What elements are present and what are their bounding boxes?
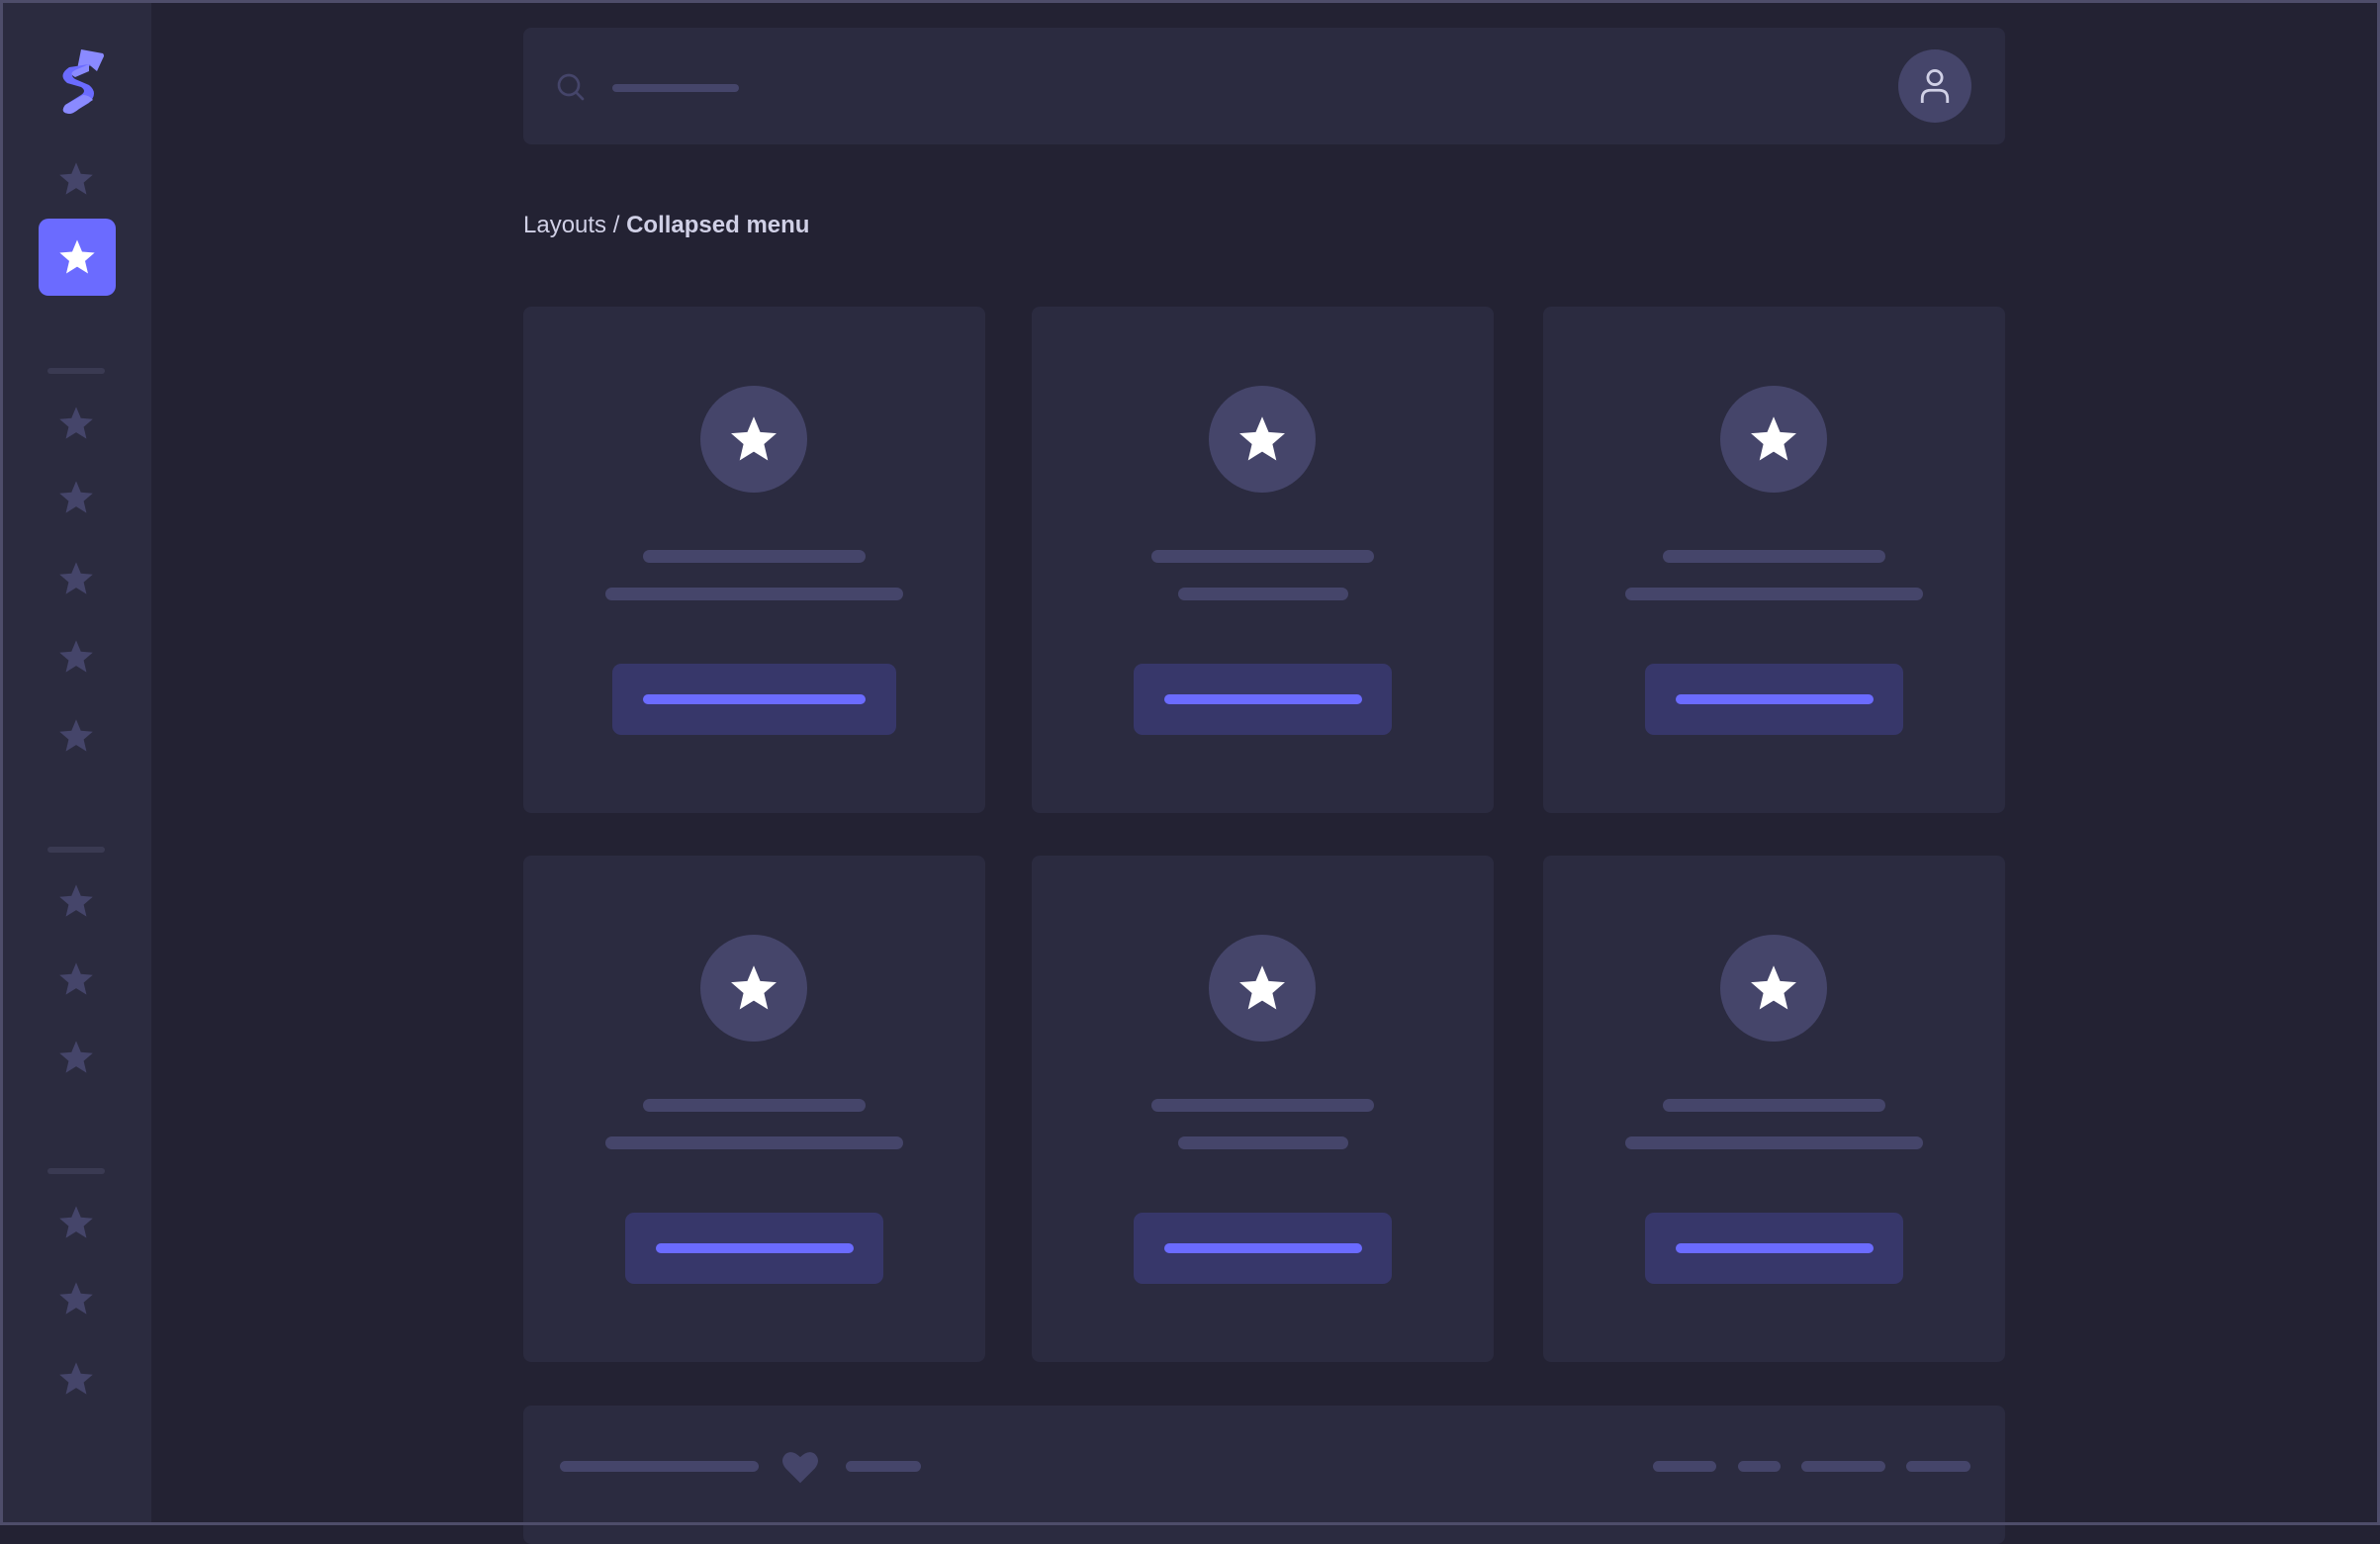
- card-title-placeholder: [1151, 1099, 1374, 1112]
- card-title-placeholder: [1663, 550, 1885, 563]
- sidebar-divider: [47, 1168, 105, 1174]
- sidebar-item-star-icon[interactable]: [57, 479, 95, 516]
- feature-card: [1032, 307, 1494, 813]
- star-icon: [1751, 965, 1796, 1010]
- sidebar-item-star-icon[interactable]: [57, 717, 95, 755]
- sidebar-divider: [47, 847, 105, 853]
- card-title-placeholder: [643, 550, 866, 563]
- search-input[interactable]: [612, 84, 739, 92]
- sidebar-item-star-icon[interactable]: [57, 1360, 95, 1398]
- card-action-button[interactable]: [1134, 1213, 1392, 1284]
- star-icon: [1751, 416, 1796, 461]
- feature-card: [1032, 856, 1494, 1362]
- card-text-placeholder: [1177, 588, 1348, 600]
- sidebar-item-star-icon[interactable]: [57, 1280, 95, 1317]
- feature-card: [1543, 307, 2005, 813]
- sidebar-divider: [47, 368, 105, 374]
- card-action-button[interactable]: [1645, 1213, 1903, 1284]
- sidebar-item-star-icon[interactable]: [57, 160, 95, 198]
- card-text-placeholder: [1177, 1136, 1348, 1149]
- card-text-placeholder: [1625, 588, 1923, 600]
- sidebar-item-star-icon[interactable]: [57, 638, 95, 676]
- search-icon[interactable]: [555, 71, 587, 103]
- sidebar-item-star-icon[interactable]: [57, 882, 95, 920]
- sidebar-item-star-icon[interactable]: [57, 960, 95, 998]
- card-text-placeholder: [1625, 1136, 1923, 1149]
- star-icon: [731, 416, 777, 461]
- card-action-button[interactable]: [1645, 664, 1903, 735]
- card-icon-badge: [1720, 386, 1827, 493]
- footer-link[interactable]: [1906, 1461, 1970, 1472]
- user-avatar-button[interactable]: [1898, 49, 1971, 123]
- brand-logo[interactable]: [53, 47, 107, 117]
- card-text-placeholder: [605, 588, 903, 600]
- heart-icon: [782, 1452, 818, 1484]
- button-label-placeholder: [1163, 694, 1362, 704]
- card-text-placeholder: [605, 1136, 903, 1149]
- sidebar-item-star-icon[interactable]: [57, 405, 95, 442]
- user-icon: [1920, 69, 1950, 103]
- breadcrumb-separator: /: [606, 212, 627, 238]
- feature-card: [1543, 856, 2005, 1362]
- button-label-placeholder: [1675, 1243, 1874, 1253]
- button-label-placeholder: [655, 1243, 854, 1253]
- feature-card: [523, 307, 985, 813]
- breadcrumb-parent-link[interactable]: Layouts: [523, 212, 607, 238]
- star-icon: [1239, 965, 1285, 1010]
- card-icon-badge: [1209, 386, 1316, 493]
- footer-bar: [523, 1406, 2005, 1544]
- footer-link[interactable]: [1801, 1461, 1885, 1472]
- card-icon-badge: [700, 386, 807, 493]
- footer-text-placeholder: [560, 1461, 759, 1472]
- star-icon: [1239, 416, 1285, 461]
- button-label-placeholder: [1163, 1243, 1362, 1253]
- collapsed-sidebar: [0, 0, 151, 1525]
- top-bar: [523, 28, 2005, 144]
- card-icon-badge: [700, 935, 807, 1042]
- footer-link[interactable]: [1653, 1461, 1716, 1472]
- star-icon: [59, 239, 95, 274]
- sidebar-item-star-icon[interactable]: [57, 560, 95, 597]
- breadcrumb-current: Collapsed menu: [626, 212, 810, 238]
- card-action-button[interactable]: [1134, 664, 1392, 735]
- card-title-placeholder: [1151, 550, 1374, 563]
- sidebar-item-star-icon[interactable]: [57, 1204, 95, 1241]
- footer-text-placeholder: [846, 1461, 921, 1472]
- card-icon-badge: [1209, 935, 1316, 1042]
- card-title-placeholder: [643, 1099, 866, 1112]
- card-action-button[interactable]: [625, 1213, 883, 1284]
- breadcrumb: Layouts / Collapsed menu: [523, 212, 809, 239]
- star-icon: [731, 965, 777, 1010]
- card-title-placeholder: [1663, 1099, 1885, 1112]
- button-label-placeholder: [643, 694, 866, 704]
- feature-card: [523, 856, 985, 1362]
- card-icon-badge: [1720, 935, 1827, 1042]
- card-action-button[interactable]: [612, 664, 896, 735]
- sidebar-item-active[interactable]: [39, 219, 116, 296]
- footer-link[interactable]: [1738, 1461, 1781, 1472]
- button-label-placeholder: [1675, 694, 1874, 704]
- sidebar-item-star-icon[interactable]: [57, 1039, 95, 1076]
